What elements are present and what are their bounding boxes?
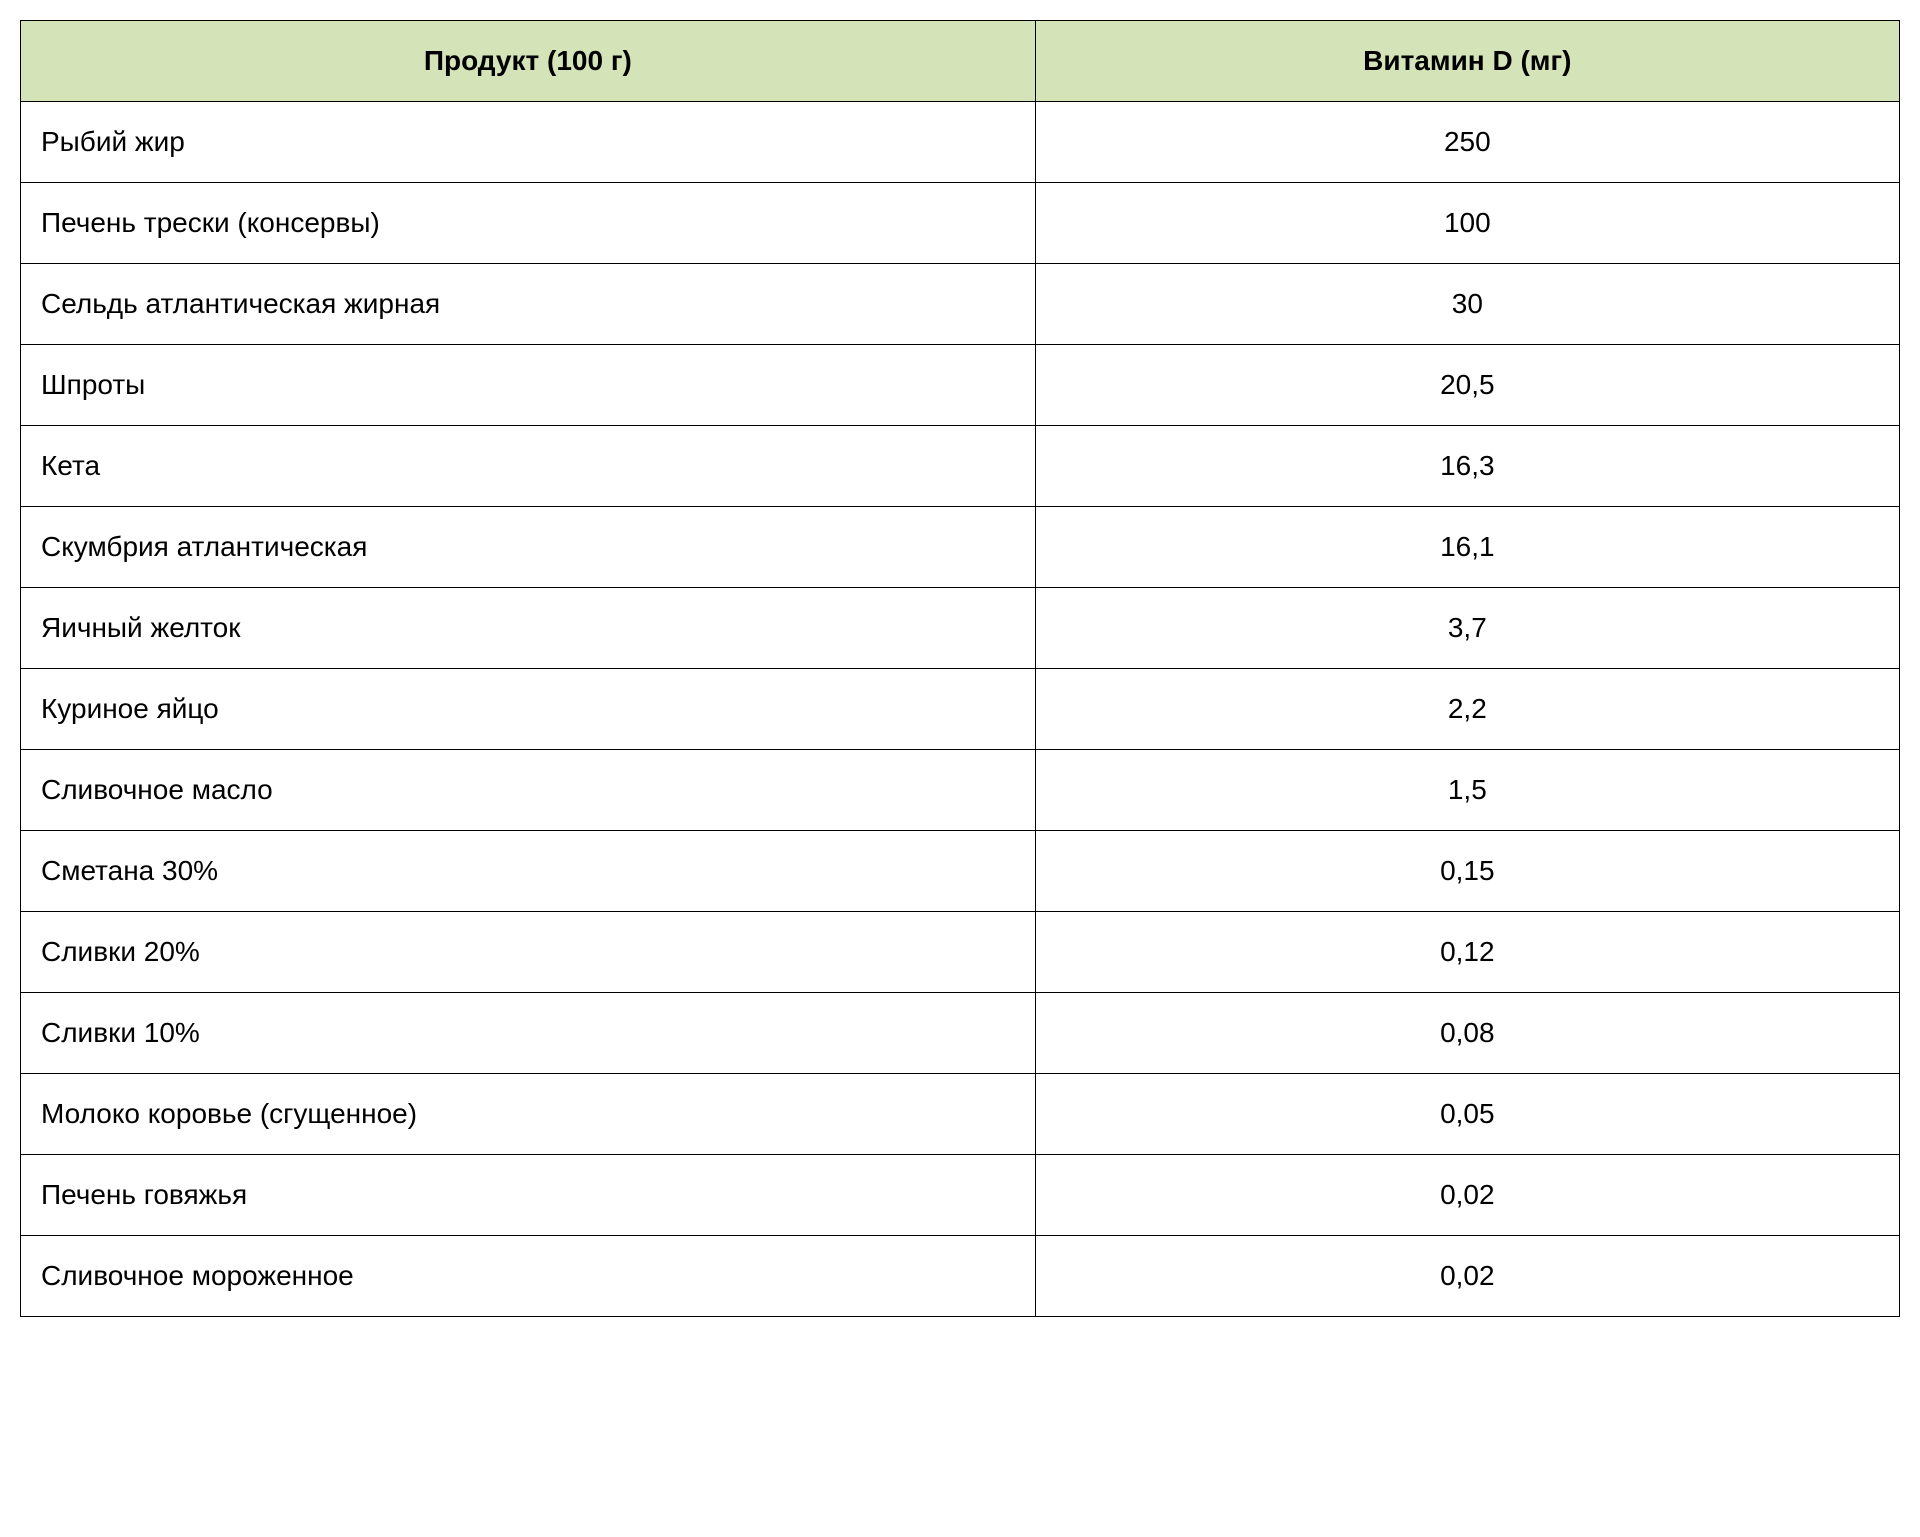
value-cell: 0,02 [1035, 1155, 1899, 1236]
table-body: Рыбий жир250Печень трески (консервы)100С… [21, 102, 1900, 1317]
table-row: Молоко коровье (сгущенное)0,05 [21, 1074, 1900, 1155]
table-row: Яичный желток3,7 [21, 588, 1900, 669]
vitamin-d-table: Продукт (100 г) Витамин D (мг) Рыбий жир… [20, 20, 1900, 1317]
value-cell: 16,3 [1035, 426, 1899, 507]
table-row: Сливки 20%0,12 [21, 912, 1900, 993]
table-header-row: Продукт (100 г) Витамин D (мг) [21, 21, 1900, 102]
value-cell: 16,1 [1035, 507, 1899, 588]
vitamin-d-table-container: Продукт (100 г) Витамин D (мг) Рыбий жир… [20, 20, 1900, 1317]
value-cell: 100 [1035, 183, 1899, 264]
table-row: Сливки 10%0,08 [21, 993, 1900, 1074]
product-cell: Шпроты [21, 345, 1036, 426]
product-cell: Молоко коровье (сгущенное) [21, 1074, 1036, 1155]
product-cell: Печень трески (консервы) [21, 183, 1036, 264]
product-cell: Сливочное мороженное [21, 1236, 1036, 1317]
value-cell: 0,08 [1035, 993, 1899, 1074]
table-row: Куриное яйцо2,2 [21, 669, 1900, 750]
product-cell: Печень говяжья [21, 1155, 1036, 1236]
table-row: Печень говяжья0,02 [21, 1155, 1900, 1236]
value-cell: 3,7 [1035, 588, 1899, 669]
table-row: Сметана 30%0,15 [21, 831, 1900, 912]
table-row: Сельдь атлантическая жирная30 [21, 264, 1900, 345]
product-cell: Яичный желток [21, 588, 1036, 669]
product-cell: Сливочное масло [21, 750, 1036, 831]
table-row: Печень трески (консервы)100 [21, 183, 1900, 264]
table-header: Продукт (100 г) Витамин D (мг) [21, 21, 1900, 102]
product-cell: Рыбий жир [21, 102, 1036, 183]
value-cell: 30 [1035, 264, 1899, 345]
value-cell: 0,02 [1035, 1236, 1899, 1317]
value-cell: 0,15 [1035, 831, 1899, 912]
product-cell: Кета [21, 426, 1036, 507]
table-row: Сливочное масло1,5 [21, 750, 1900, 831]
product-cell: Сливки 20% [21, 912, 1036, 993]
product-cell: Скумбрия атлантическая [21, 507, 1036, 588]
column-header-product: Продукт (100 г) [21, 21, 1036, 102]
value-cell: 1,5 [1035, 750, 1899, 831]
product-cell: Куриное яйцо [21, 669, 1036, 750]
value-cell: 250 [1035, 102, 1899, 183]
table-row: Шпроты20,5 [21, 345, 1900, 426]
table-row: Рыбий жир250 [21, 102, 1900, 183]
table-row: Сливочное мороженное0,02 [21, 1236, 1900, 1317]
table-row: Кета16,3 [21, 426, 1900, 507]
product-cell: Сметана 30% [21, 831, 1036, 912]
value-cell: 0,05 [1035, 1074, 1899, 1155]
table-row: Скумбрия атлантическая16,1 [21, 507, 1900, 588]
column-header-vitamin-d: Витамин D (мг) [1035, 21, 1899, 102]
product-cell: Сельдь атлантическая жирная [21, 264, 1036, 345]
product-cell: Сливки 10% [21, 993, 1036, 1074]
value-cell: 2,2 [1035, 669, 1899, 750]
value-cell: 0,12 [1035, 912, 1899, 993]
value-cell: 20,5 [1035, 345, 1899, 426]
